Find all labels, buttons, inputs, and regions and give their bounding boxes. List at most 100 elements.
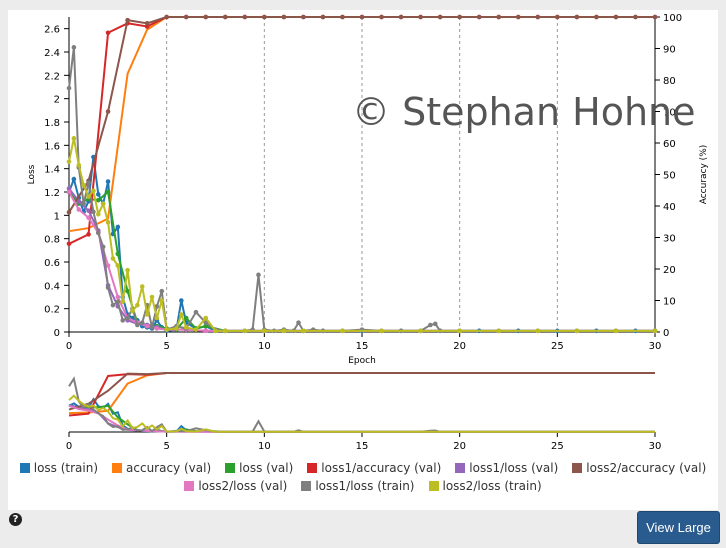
data-point (105, 189, 111, 195)
data-point (213, 328, 218, 334)
x-tick-label: 10 (258, 341, 271, 352)
data-point (359, 14, 365, 20)
legend-item[interactable]: loss2/loss (val) (184, 479, 287, 493)
legend-swatch (572, 463, 583, 473)
y-tick-label-left: 0.2 (44, 305, 60, 316)
data-point (555, 14, 560, 20)
data-point (66, 241, 72, 247)
x-tick-label: 25 (551, 341, 564, 352)
legend-label: loss2/loss (train) (442, 479, 542, 493)
data-point (183, 315, 189, 321)
y-tick-label-left: 1.2 (44, 188, 60, 199)
data-point (242, 14, 248, 20)
data-point (574, 328, 580, 334)
y-tick-label-right: 0 (663, 328, 669, 339)
overview-plot[interactable]: 0 5 10 15 20 25 30 (66, 372, 662, 452)
legend-swatch (301, 481, 312, 491)
main-plot: 0 5 10 15 20 25 3000.20.40.60.811.21.41.61.822… (27, 13, 709, 366)
data-point (203, 323, 209, 329)
data-point (379, 14, 384, 20)
legend-swatch (184, 481, 195, 491)
y-tick-label-left: 2.2 (44, 71, 60, 82)
x-tick-label: 20 (453, 341, 466, 352)
y-tick-label-right: 50 (663, 171, 676, 182)
data-point (418, 14, 423, 20)
data-point (262, 328, 267, 334)
data-point (301, 14, 306, 20)
legend-label: loss2/accuracy (val) (586, 461, 707, 475)
legend-item[interactable]: accuracy (val) (112, 461, 211, 475)
y-tick-label-left: 2.6 (44, 25, 60, 36)
legend-item[interactable]: loss (val) (225, 461, 293, 475)
legend-swatch (19, 463, 30, 473)
data-point (144, 312, 150, 317)
y-tick-label-left: 1.4 (44, 165, 60, 176)
y-tick-label-right: 80 (663, 76, 676, 87)
data-point (476, 14, 482, 20)
data-point (135, 322, 140, 328)
legend-swatch (225, 463, 236, 473)
legend-swatch (112, 463, 123, 473)
data-point (105, 263, 111, 268)
y-tick-label-left: 0.6 (44, 258, 60, 269)
data-point (296, 320, 301, 325)
data-point (86, 215, 91, 220)
view-large-button[interactable]: View Large (637, 511, 720, 544)
y-tick-label-right: 40 (663, 202, 676, 213)
data-point (652, 14, 658, 20)
legend-item[interactable]: loss1/accuracy (val) (307, 461, 441, 475)
x-tick-label: 0 (66, 341, 72, 352)
question-circle-icon[interactable]: ? (9, 513, 22, 526)
data-point (457, 328, 462, 334)
data-point (613, 14, 619, 20)
legend-item[interactable]: loss1/loss (train) (301, 479, 415, 493)
data-point (100, 201, 106, 206)
data-point (183, 325, 189, 330)
data-point (110, 256, 116, 261)
data-point (262, 14, 267, 20)
data-point (66, 186, 72, 191)
data-point (179, 312, 184, 317)
data-point (76, 207, 82, 212)
overview-x-tick-label: 25 (551, 441, 564, 452)
data-point (222, 328, 228, 334)
legend-swatch (428, 481, 439, 491)
data-point (115, 251, 121, 257)
legend-item[interactable]: loss1/loss (val) (455, 461, 558, 475)
data-point (66, 210, 72, 215)
x-axis-title: Epoch (348, 356, 376, 366)
y-tick-label-left: 1.8 (44, 118, 60, 129)
data-point (86, 194, 91, 199)
legend-item[interactable]: loss2/accuracy (val) (572, 461, 706, 475)
data-point (144, 323, 150, 329)
data-point (96, 230, 101, 236)
data-point (222, 14, 228, 20)
legend-row: loss (train) accuracy (val) loss (val) loss… (0, 459, 726, 477)
data-point (535, 328, 541, 334)
overview-series-line (68, 372, 655, 411)
y-tick-label-left: 1 (54, 211, 60, 222)
data-point (120, 299, 126, 304)
legend-item[interactable]: loss2/loss (train) (428, 479, 542, 493)
series-loss2/loss (train) (66, 136, 658, 334)
data-point (105, 220, 111, 225)
data-point (91, 209, 96, 215)
data-point (100, 244, 106, 250)
legend-label: loss (train) (33, 461, 99, 475)
data-point (379, 328, 384, 334)
data-point (203, 328, 209, 334)
data-point (193, 327, 199, 332)
data-point (594, 14, 599, 20)
watermark-text: © Stephan Hohne (352, 90, 696, 134)
data-point (633, 14, 638, 20)
data-point (110, 302, 116, 308)
legend-item[interactable]: loss (train) (19, 461, 99, 475)
data-point (105, 109, 111, 114)
data-point (135, 302, 140, 308)
y-tick-label-left: 2.4 (44, 48, 60, 59)
y-tick-label-right: 100 (663, 13, 682, 24)
data-point (203, 320, 209, 325)
legend-label: loss (val) (239, 461, 294, 475)
data-point (428, 322, 433, 328)
